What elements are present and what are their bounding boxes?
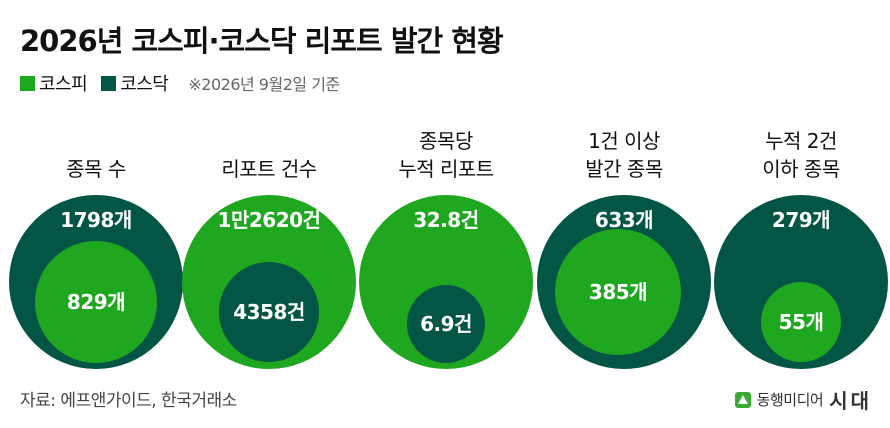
inner-bubble: [219, 262, 319, 362]
category-title: 리포트 건수: [221, 157, 316, 181]
outer-value-label: 1798개: [60, 208, 132, 232]
legend: 코스피 코스닥 ※2026년 9월2일 기준: [20, 70, 340, 96]
brand-name: 동행미디어: [756, 391, 824, 409]
legend-swatch-kosdaq: [101, 75, 117, 91]
legend-label-kosdaq: 코스닥: [120, 74, 169, 95]
outer-value-label: 279개: [772, 208, 830, 232]
category-title: 누적 리포트: [398, 157, 493, 181]
category-title: 누적 2건: [765, 129, 837, 153]
inner-bubble: [407, 285, 485, 363]
outer-value-label: 633개: [595, 208, 653, 232]
legend-label-kospi: 코스피: [39, 74, 88, 95]
inner-value-label: 385개: [589, 280, 647, 304]
bubble-group-2: 리포트 건수 1만2620건 4358건: [182, 157, 356, 369]
outer-value-label: 1만2620건: [218, 208, 321, 232]
inner-value-label: 6.9건: [420, 312, 472, 336]
source-note: 자료: 에프앤가이드, 한국거래소: [20, 391, 237, 411]
inner-bubble: [761, 282, 841, 362]
category-title: 종목 수: [66, 157, 126, 181]
outer-value-label: 32.8건: [413, 208, 478, 232]
inner-bubble: [555, 229, 681, 355]
brand-icon: [734, 391, 751, 408]
category-title: 이하 종목: [762, 157, 840, 181]
brand-logo: 동행미디어 시대: [734, 385, 872, 414]
inner-value-label: 4358건: [233, 300, 305, 324]
inner-value-label: 829개: [67, 290, 125, 314]
category-title: 발간 종목: [585, 157, 663, 181]
legend-swatch-kospi: [20, 75, 35, 91]
date-note: ※2026년 9월2일 기준: [188, 75, 340, 94]
brand-suffix: 시대: [829, 389, 872, 413]
category-title: 1건 이상: [588, 129, 660, 153]
outer-bubble: [359, 195, 533, 369]
chart-title: 2026년 코스피·코스닥 리포트 발간 현황: [20, 24, 504, 58]
inner-bubble: [35, 241, 157, 363]
category-title: 종목당: [419, 129, 473, 153]
bubble-group-1: 종목 수 1798개 829개: [9, 157, 183, 369]
inner-value-label: 55개: [779, 310, 824, 334]
